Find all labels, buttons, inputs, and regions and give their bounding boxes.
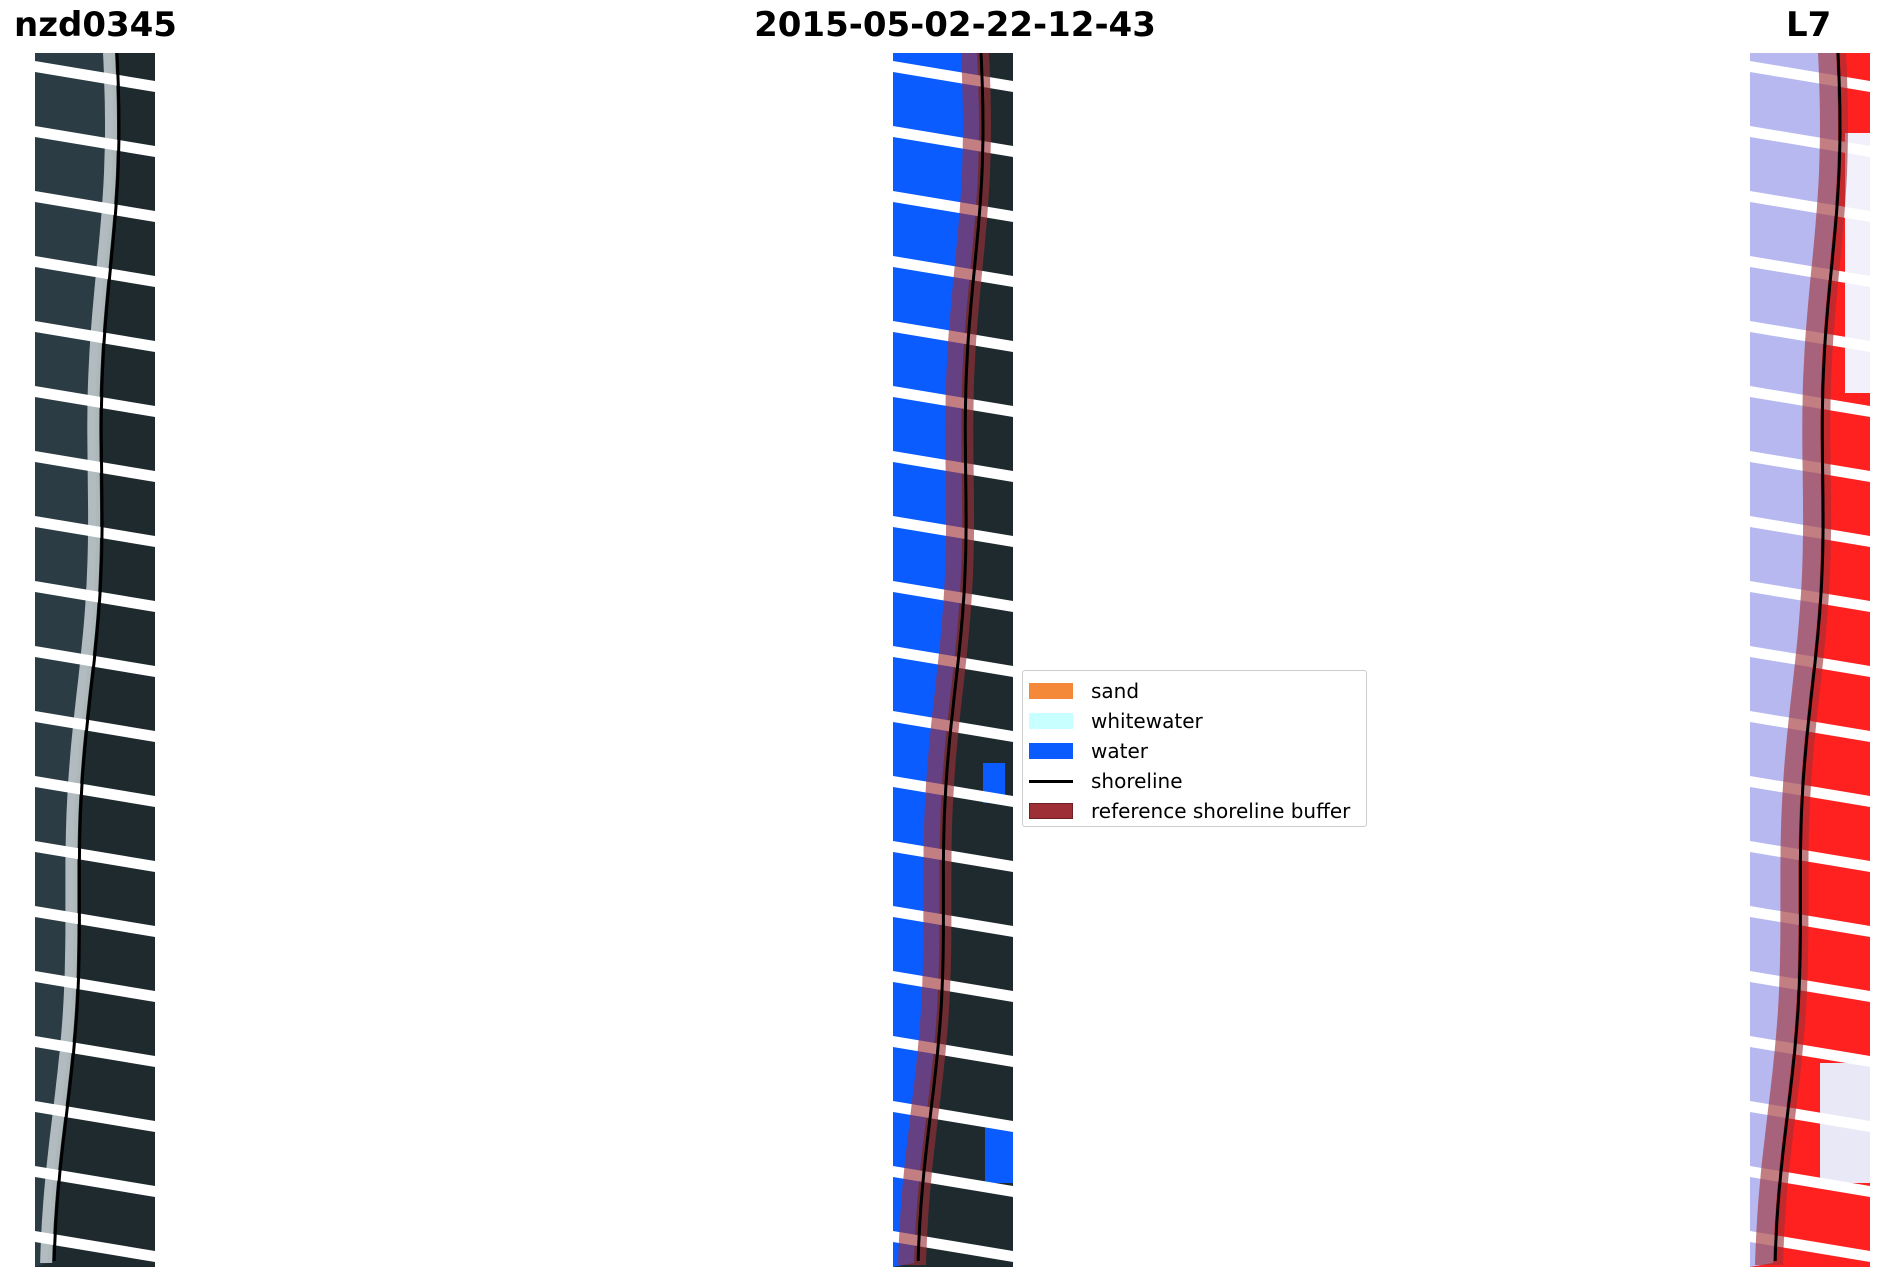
scanline-gap — [1750, 841, 1870, 872]
legend-item-reference-buffer: reference shoreline buffer — [1029, 795, 1359, 825]
scanline-gap — [35, 1231, 155, 1262]
legend: sand whitewater water shoreline referenc… — [1022, 670, 1367, 827]
rgb-satellite-image — [35, 53, 155, 1267]
classified-image-panel — [893, 53, 1013, 1267]
shoreline-line — [52, 53, 121, 1262]
scanline-gap — [893, 256, 1013, 287]
scanline-gap — [35, 61, 155, 92]
scanline-gap — [35, 1166, 155, 1197]
satellite-title: L7 — [1786, 5, 1832, 45]
scanline-gap — [35, 126, 155, 157]
shoreline-line — [1773, 53, 1842, 1262]
scanline-gap — [35, 776, 155, 807]
scanline-gap — [35, 1101, 155, 1132]
scanline-gap — [35, 581, 155, 612]
scanline-gap — [893, 841, 1013, 872]
scanline-gap — [35, 451, 155, 482]
date-title: 2015-05-02-22-12-43 — [754, 5, 1156, 45]
site-title: nzd0345 — [14, 5, 177, 45]
classification-map-image — [893, 53, 1013, 1267]
scanline-gap — [1750, 256, 1870, 287]
legend-item-water: water — [1029, 735, 1359, 765]
legend-swatch-shoreline — [1029, 780, 1073, 783]
scanline-gap — [35, 906, 155, 937]
scanline-gap — [35, 321, 155, 352]
legend-label-sand: sand — [1091, 679, 1140, 703]
legend-swatch-whitewater — [1029, 713, 1073, 729]
legend-label-shoreline: shoreline — [1091, 769, 1183, 793]
scanline-gap — [893, 906, 1013, 937]
scanline-gap — [35, 711, 155, 742]
legend-label-whitewater: whitewater — [1091, 709, 1203, 733]
mndwi-index-image — [1750, 53, 1870, 1267]
mndwi-image-panel — [1750, 53, 1870, 1267]
legend-item-sand: sand — [1029, 675, 1359, 705]
rgb-image-panel — [35, 53, 155, 1267]
scanline-gap — [1750, 906, 1870, 937]
legend-item-whitewater: whitewater — [1029, 705, 1359, 735]
scanline-gap — [35, 386, 155, 417]
legend-swatch-water — [1029, 743, 1073, 759]
surf-zone — [40, 53, 117, 1263]
legend-label-reference-buffer: reference shoreline buffer — [1091, 799, 1351, 823]
legend-swatch-reference-buffer — [1029, 803, 1073, 819]
legend-swatch-sand — [1029, 683, 1073, 699]
legend-item-shoreline: shoreline — [1029, 765, 1359, 795]
legend-label-water: water — [1091, 739, 1148, 763]
scanline-gap — [35, 191, 155, 222]
scanline-gap — [35, 256, 155, 287]
shoreline-line — [916, 53, 985, 1262]
scanline-gap — [35, 971, 155, 1002]
mndwi-mixed-area — [1845, 133, 1870, 393]
scanline-gap — [35, 841, 155, 872]
scanline-gap — [35, 1036, 155, 1067]
water-class-inland — [985, 1123, 1013, 1183]
scanline-gap — [35, 516, 155, 547]
